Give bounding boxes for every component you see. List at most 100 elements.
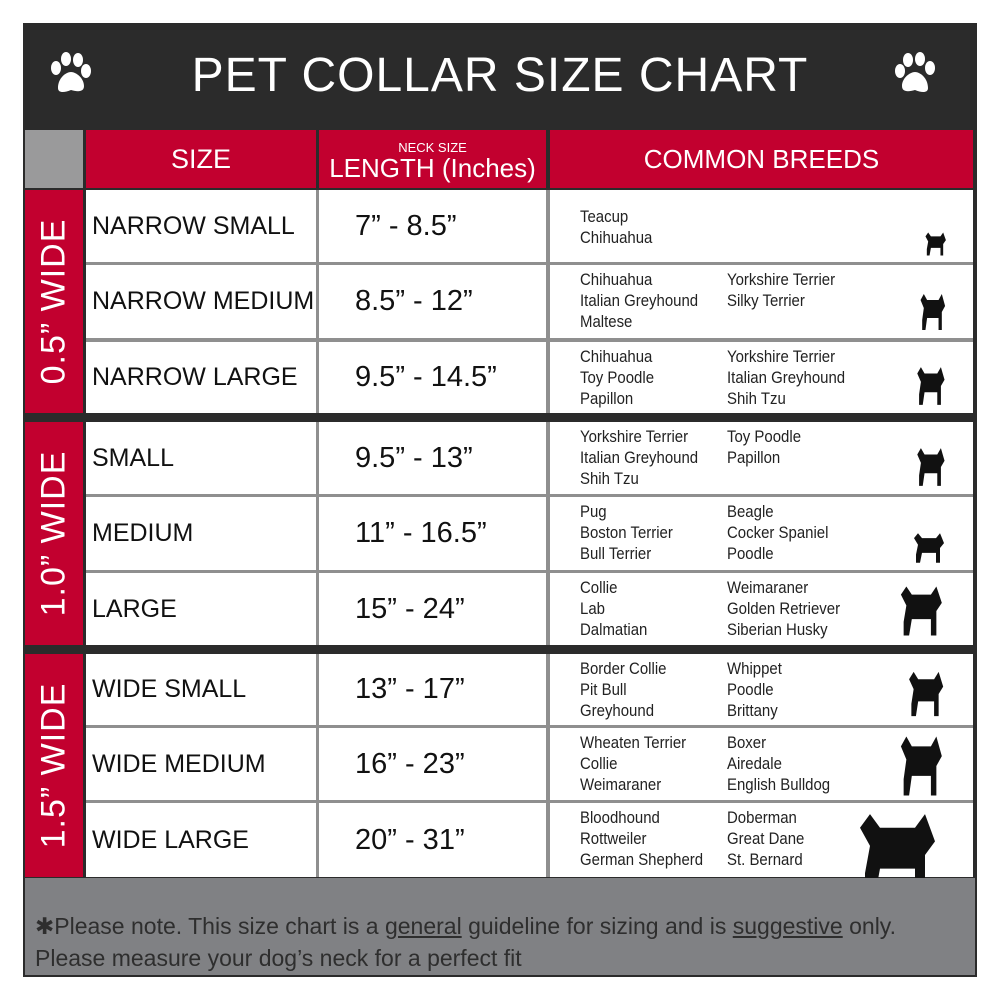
footer-underline: general	[384, 913, 462, 939]
breed-name: Chihuahua	[580, 270, 653, 289]
size-cell: WIDE MEDIUM	[86, 728, 316, 800]
breeds-col2: Weimaraner Golden Retriever Siberian Husky	[727, 577, 840, 640]
size-label: NARROW SMALL	[92, 211, 295, 240]
paw-icon	[895, 52, 935, 93]
breed-name: Italian Greyhound	[580, 448, 699, 467]
size-cell: LARGE	[86, 573, 316, 645]
size-label: SMALL	[92, 443, 174, 472]
footer-text: only.	[842, 913, 896, 939]
breeds-col1: Border Collie Pit Bull Greyhound	[580, 658, 666, 721]
breed-name: Yorkshire Terrier	[727, 270, 836, 289]
footer-text: ✱Please note. This size chart is a	[35, 913, 385, 939]
dog-silhouette-icon	[917, 367, 945, 405]
breed-name: Chihuahua	[580, 347, 653, 366]
size-label: WIDE MEDIUM	[92, 749, 266, 778]
length-cell: 11” - 16.5”	[319, 497, 546, 570]
breeds-cell: Chihuahua Toy Poodle Papillon Yorkshire Ter…	[550, 342, 973, 413]
footer-underline: suggestive	[732, 913, 843, 939]
length-cell: 7” - 8.5”	[319, 190, 546, 262]
header-breeds-label: COMMON BREEDS	[643, 143, 880, 174]
breeds-cell: Pug Boston Terrier Bull Terrier Beagle Cocke…	[550, 497, 973, 570]
length-value: 9.5” - 14.5”	[355, 361, 497, 393]
breed-name: Toy Poodle	[727, 427, 802, 446]
breeds-col1: Teacup Chihuahua	[580, 206, 652, 248]
header-corner	[25, 130, 83, 188]
length-value: 9.5” - 13”	[355, 441, 473, 474]
breed-name: Border Collie	[580, 659, 667, 678]
breed-name: Poodle	[727, 680, 774, 699]
breed-name: Papillon	[580, 389, 634, 408]
size-cell: NARROW LARGE	[86, 342, 316, 413]
group-label: 1.5” WIDE	[25, 654, 83, 877]
group-label-text: 1.0” WIDE	[34, 450, 73, 617]
group-label-text: 1.5” WIDE	[34, 682, 73, 849]
size-label: LARGE	[92, 594, 177, 623]
breeds-col1: Wheaten Terrier Collie Weimaraner	[580, 732, 686, 795]
breed-name: Cocker Spaniel	[727, 523, 829, 542]
breed-name: Shih Tzu	[580, 469, 639, 488]
breed-name: Bull Terrier	[580, 544, 652, 563]
footer-note: ✱Please note. This size chart is a gener…	[25, 878, 975, 975]
breed-name: Collie	[580, 578, 618, 597]
dog-silhouette-icon	[860, 814, 935, 896]
header-breeds: COMMON BREEDS	[550, 130, 973, 188]
breeds-col1: Bloodhound Rottweiler German Shepherd	[580, 807, 703, 870]
size-cell: WIDE LARGE	[86, 803, 316, 877]
breed-name: Pug	[580, 502, 607, 521]
breed-name: Beagle	[727, 502, 774, 521]
breed-name: Silky Terrier	[727, 291, 805, 310]
header-size: SIZE	[86, 130, 316, 188]
breed-name: Italian Greyhound	[580, 291, 699, 310]
breed-name: Bloodhound	[580, 808, 660, 827]
breed-name: St. Bernard	[727, 850, 803, 869]
dog-silhouette-icon	[925, 232, 946, 256]
breeds-cell: Wheaten Terrier Collie Weimaraner Boxer Aire…	[550, 728, 973, 800]
length-cell: 13” - 17”	[319, 654, 546, 725]
breeds-col2: Yorkshire Terrier Silky Terrier	[727, 269, 835, 311]
header-length: NECK SIZE LENGTH (Inches)	[319, 130, 546, 188]
breed-name: Wheaten Terrier	[580, 733, 687, 752]
length-cell: 9.5” - 13”	[319, 422, 546, 494]
breed-name: Great Dane	[727, 829, 805, 848]
breeds-col2: Toy Poodle Papillon	[727, 426, 801, 468]
breeds-col1: Chihuahua Toy Poodle Papillon	[580, 346, 654, 409]
breeds-col1: Yorkshire Terrier Italian Greyhound Shih T…	[580, 426, 698, 489]
breed-name: Shih Tzu	[727, 389, 786, 408]
breed-name: Weimaraner	[727, 578, 809, 597]
breeds-cell: Bloodhound Rottweiler German Shepherd Dober…	[550, 803, 973, 896]
breeds-col1: Chihuahua Italian Greyhound Maltese	[580, 269, 698, 332]
breed-name: Dalmatian	[580, 620, 648, 639]
breed-name: Weimaraner	[580, 775, 662, 794]
group-label: 0.5” WIDE	[25, 190, 83, 413]
breed-name: Pit Bull	[580, 680, 627, 699]
breeds-cell: Teacup Chihuahua	[550, 190, 973, 262]
size-label: NARROW LARGE	[92, 363, 298, 391]
paw-icon	[51, 52, 91, 93]
length-value: 16” - 23”	[355, 747, 465, 780]
breed-name: Whippet	[727, 659, 782, 678]
breed-name: Boston Terrier	[580, 523, 673, 542]
breed-name: Lab	[580, 599, 605, 618]
dog-silhouette-icon	[917, 448, 945, 486]
footer-line2: Please measure your dog’s neck for a per…	[35, 945, 522, 971]
length-value: 11” - 16.5”	[355, 517, 487, 549]
breed-name: Greyhound	[580, 701, 655, 720]
length-cell: 9.5” - 14.5”	[319, 342, 546, 413]
breed-name: English Bulldog	[727, 775, 831, 794]
breeds-cell: Yorkshire Terrier Italian Greyhound Shih T…	[550, 422, 973, 494]
breeds-col1: Pug Boston Terrier Bull Terrier	[580, 501, 673, 564]
size-label: WIDE SMALL	[92, 675, 247, 703]
length-value: 7” - 8.5”	[355, 209, 457, 242]
header-neck-size-label: NECK SIZE	[398, 139, 467, 155]
breed-name: Toy Poodle	[580, 368, 655, 387]
length-value: 15” - 24”	[355, 592, 465, 625]
breed-name: Papillon	[727, 448, 781, 467]
dog-silhouette-icon	[900, 586, 942, 636]
size-cell: NARROW SMALL	[86, 190, 316, 262]
breed-name: Doberman	[727, 808, 797, 827]
header-length-label: LENGTH (Inches)	[329, 152, 536, 183]
breed-name: Teacup	[580, 207, 629, 226]
breed-name: Airedale	[727, 754, 782, 773]
breed-name: Poodle	[727, 544, 774, 563]
breeds-col2: Doberman Great Dane St. Bernard	[727, 807, 804, 870]
